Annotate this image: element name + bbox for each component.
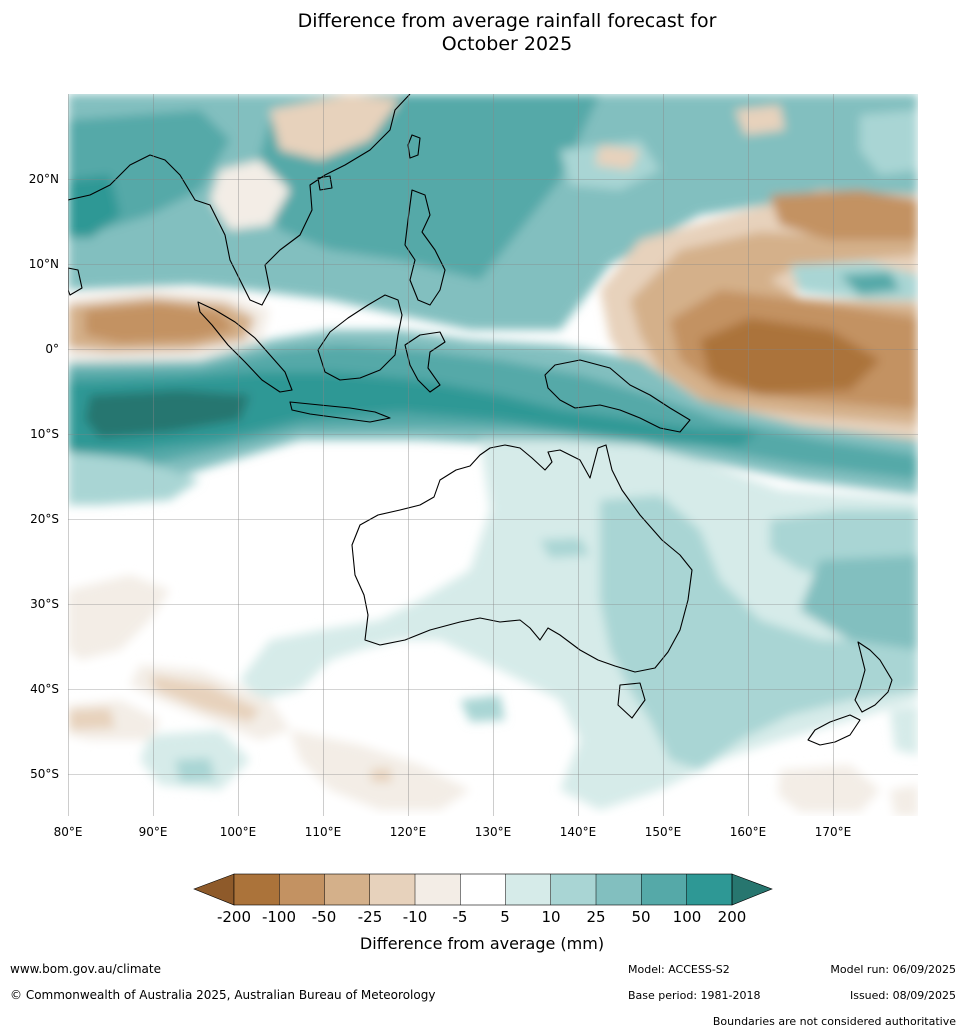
colorbar-title: Difference from average (mm): [360, 934, 604, 953]
latitude-labels: 20°N 10°N 0° 10°S 20°S 30°S 40°S 50°S: [29, 172, 59, 781]
title-line-2: October 2025: [441, 33, 573, 55]
sulawesi-coast: [404, 331, 446, 393]
indochina-coast: [68, 94, 411, 306]
lat-label-10n: 10°N: [29, 257, 59, 271]
colorbar-swatch-10: [641, 874, 687, 905]
colorbar-tick: -5: [453, 908, 468, 926]
lat-label-10s: 10°S: [30, 427, 59, 441]
colorbar-swatch-2: [279, 874, 325, 905]
colorbar-swatch-3: [324, 874, 370, 905]
australia-coast: [351, 444, 693, 673]
colorbar-tick: -10: [403, 908, 428, 926]
colorbar-tick: 10: [541, 908, 560, 926]
lon-label-160e: 160°E: [730, 825, 767, 839]
lat-label-30s: 30°S: [30, 597, 59, 611]
lon-label-140e: 140°E: [560, 825, 597, 839]
philippines-coast: [404, 189, 446, 306]
colorbar-extend-low: [193, 873, 235, 906]
borneo-coast: [317, 294, 403, 381]
colorbar-swatch-11: [686, 874, 732, 905]
title-line-1: Difference from average rainfall forecas…: [297, 10, 717, 32]
colorbar-swatch-9: [596, 874, 642, 905]
model-name: Model: ACCESS-S2: [628, 963, 730, 976]
colorbar-tick: 200: [718, 908, 747, 926]
colorbar-swatch-1: [234, 874, 280, 905]
colorbar-tick: 25: [586, 908, 605, 926]
colorbar-swatch-8: [550, 874, 596, 905]
tasmania-coast: [617, 682, 646, 719]
lon-label-120e: 120°E: [390, 825, 427, 839]
colorbar-swatch-6: [460, 874, 506, 905]
lon-label-90e: 90°E: [139, 825, 168, 839]
lat-label-40s: 40°S: [30, 682, 59, 696]
lat-label-20n: 20°N: [29, 172, 59, 186]
website-link[interactable]: www.bom.gov.au/climate: [10, 962, 161, 976]
lat-label-20s: 20°S: [30, 512, 59, 526]
colorbar: -200 -100 -50 -25 -10 -5 5 10 25 50 100 …: [193, 873, 773, 953]
new-zealand-coast: [807, 641, 893, 746]
sri-lanka-coast: [68, 267, 83, 296]
colorbar-tick: 100: [673, 908, 702, 926]
lon-label-130e: 130°E: [475, 825, 512, 839]
colorbar-tick: 5: [500, 908, 510, 926]
lon-label-110e: 110°E: [305, 825, 342, 839]
colorbar-tick: -25: [358, 908, 383, 926]
graticule: [68, 94, 918, 816]
lon-label-80e: 80°E: [54, 825, 83, 839]
disclaimer-text: Boundaries are not considered authoritat…: [712, 1015, 956, 1028]
rainfall-anomaly-field: [68, 94, 918, 816]
chart-title: Difference from average rainfall forecas…: [0, 10, 965, 56]
model-run-date: Model run: 06/09/2025: [830, 963, 956, 976]
lat-label-50s: 50°S: [30, 767, 59, 781]
colorbar-tick: -50: [312, 908, 337, 926]
issued-date: Issued: 08/09/2025: [849, 989, 956, 1002]
hainan-coast: [317, 175, 333, 191]
lon-label-100e: 100°E: [220, 825, 257, 839]
colorbar-swatch-7: [505, 874, 551, 905]
coastlines: [68, 94, 893, 746]
lat-label-0: 0°: [45, 342, 59, 356]
colorbar-tick: -200: [217, 908, 251, 926]
copyright-text: © Commonwealth of Australia 2025, Austra…: [10, 988, 436, 1002]
papua-new-guinea-coast: [544, 359, 691, 433]
java-coast: [289, 401, 391, 423]
colorbar-swatch-5: [415, 874, 461, 905]
lon-label-150e: 150°E: [645, 825, 682, 839]
colorbar-tick: -100: [262, 908, 296, 926]
longitude-labels: 80°E 90°E 100°E 110°E 120°E 130°E 140°E …: [54, 825, 852, 839]
lon-label-170e: 170°E: [815, 825, 852, 839]
base-period: Base period: 1981-2018: [628, 989, 761, 1002]
colorbar-tick: 50: [631, 908, 650, 926]
colorbar-swatch-4: [369, 874, 415, 905]
colorbar-extend-high: [731, 873, 773, 906]
